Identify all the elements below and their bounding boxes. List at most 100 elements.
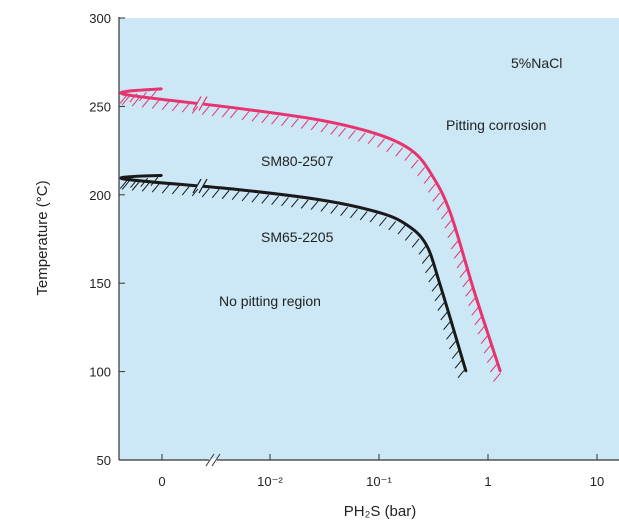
hatch-mark <box>474 315 483 326</box>
hatch-mark <box>121 95 130 106</box>
hatch-mark <box>181 103 190 113</box>
y-tick-label: 250 <box>89 99 111 114</box>
hatch-mark <box>251 193 260 203</box>
series-line-sm80-2507 <box>119 87 502 373</box>
hatch-mark <box>441 210 449 220</box>
hatch-mark <box>201 105 210 116</box>
curve-break-mark <box>192 96 202 111</box>
hatch-mark <box>229 109 238 119</box>
hatch-mark <box>417 167 425 177</box>
hatch-mark <box>459 268 468 278</box>
data-point <box>378 133 380 136</box>
hatch-mark <box>397 225 406 235</box>
annotation-sm65-2205: SM65-2205 <box>261 229 334 245</box>
annotation-nacl: 5%NaCl <box>511 55 562 71</box>
hatch-mark <box>231 190 240 201</box>
hatch-mark <box>151 99 160 109</box>
x-tick-label: 0 <box>158 474 165 489</box>
hatch-mark <box>340 206 348 216</box>
series-hatching-sm65-2205 <box>119 176 466 379</box>
hatch-mark <box>477 325 486 335</box>
y-axis-label: Temperature (°C) <box>34 180 51 295</box>
hatch-mark <box>320 202 329 212</box>
curve-break-gap <box>197 100 203 107</box>
hatch-mark <box>330 125 339 135</box>
hatch-mark <box>141 98 150 108</box>
hatch-mark <box>261 194 270 204</box>
hatch-mark <box>171 185 180 195</box>
data-point <box>406 224 408 226</box>
hatch-mark <box>440 311 449 321</box>
hatch-mark <box>454 359 463 369</box>
hatch-mark <box>119 94 128 104</box>
hatch-mark <box>320 123 329 133</box>
hatch-mark <box>310 200 319 210</box>
y-tick-label: 300 <box>89 11 111 26</box>
hatch-mark <box>444 219 453 229</box>
hatch-mark <box>425 264 433 274</box>
x-tick-label: 10⁻² <box>257 474 283 489</box>
hatch-mark <box>471 306 480 316</box>
hatch-mark <box>211 107 220 117</box>
plot-area <box>119 18 619 460</box>
curve-break-gap <box>197 183 203 190</box>
hatch-mark <box>251 112 260 122</box>
hatch-mark <box>281 197 289 207</box>
hatch-mark <box>427 183 436 193</box>
data-point <box>321 199 323 201</box>
x-axis-break-mark <box>211 453 221 467</box>
hatch-mark <box>404 231 413 241</box>
y-tick-label: 200 <box>89 188 111 203</box>
data-point <box>449 211 452 214</box>
hatch-mark <box>431 282 440 292</box>
x-axis-label: PH₂S (bar) <box>344 503 417 520</box>
hatch-mark <box>395 147 404 157</box>
data-point <box>438 282 441 285</box>
hatch-mark <box>443 320 451 331</box>
hatch-mark <box>453 249 462 259</box>
annotation-sm80-2507: SM80-2507 <box>261 153 334 169</box>
hatch-mark <box>436 201 445 211</box>
hatch-mark <box>161 100 170 111</box>
x-tick-label: 10 <box>590 474 604 489</box>
hatch-mark <box>388 221 397 231</box>
hatch-mark <box>181 186 190 196</box>
x-tick-label: 10⁻¹ <box>366 474 392 489</box>
hatch-mark <box>386 142 394 153</box>
hatch-mark <box>483 344 492 354</box>
hatch-mark <box>423 174 432 184</box>
hatch-mark <box>131 181 140 191</box>
hatch-mark <box>357 132 366 142</box>
hatch-mark <box>349 208 358 219</box>
hatch-mark <box>261 113 270 124</box>
hatch-mark <box>241 192 250 202</box>
hatch-mark <box>489 363 498 373</box>
hatch-mark <box>447 228 456 238</box>
hatch-mark <box>151 183 160 193</box>
series-hatching-sm80-2507 <box>119 90 501 382</box>
hatch-mark <box>281 116 289 126</box>
data-point <box>378 211 380 214</box>
data-point <box>473 291 476 293</box>
hatch-mark <box>348 130 356 140</box>
hatch-mark <box>379 216 387 227</box>
hatch-mark <box>468 297 477 307</box>
hatch-mark <box>446 330 454 340</box>
data-point <box>236 107 238 109</box>
hatch-mark <box>369 213 378 223</box>
hatch-mark <box>367 134 376 145</box>
data-point <box>425 243 427 246</box>
hatch-mark <box>211 189 220 199</box>
hatch-mark <box>434 292 443 302</box>
series-line-sm65-2205 <box>119 173 468 373</box>
hatch-mark <box>418 245 427 255</box>
hatch-mark <box>421 254 430 264</box>
data-point <box>499 370 502 373</box>
hatch-mark <box>410 159 419 169</box>
hatch-mark <box>290 198 299 208</box>
data-point <box>321 119 323 122</box>
data-point <box>161 174 163 177</box>
hatch-mark <box>300 199 309 209</box>
hatch-mark <box>241 111 250 121</box>
